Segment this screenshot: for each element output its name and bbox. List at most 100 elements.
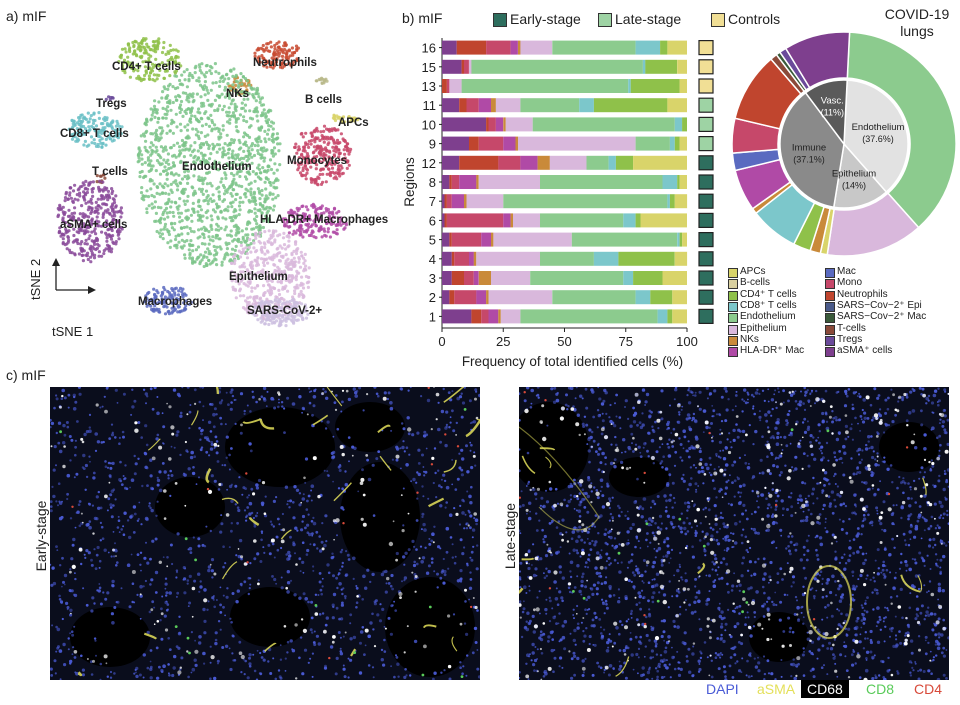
bar-segment (520, 309, 658, 324)
bar-segment (540, 175, 663, 189)
bar-segment (442, 232, 450, 247)
group-indicator (698, 289, 714, 305)
bar-segment (513, 213, 540, 228)
channel-dapi: DAPI (706, 681, 739, 697)
tsne-axes (52, 258, 96, 294)
cell-legend-label: Neutrophils (837, 288, 888, 300)
donut-inner-label: Vasc. (821, 96, 844, 107)
bar-segment (586, 155, 609, 170)
bar-segment (486, 290, 489, 305)
bar-segment (503, 117, 506, 132)
tsne-label: Endothelium (182, 161, 252, 173)
bar-segment (679, 136, 687, 151)
bar-segment (469, 136, 479, 151)
bar-segment (615, 155, 634, 170)
bar-segment (667, 194, 670, 209)
tsne-label: Tregs (96, 98, 127, 110)
tsne-label: CD8+ T cells (60, 128, 129, 140)
bar-segment (451, 175, 460, 189)
cell-legend-label: HLA-DR⁺ Mac (740, 345, 805, 357)
late-stage-mif-image (519, 387, 949, 680)
bar-segment (520, 40, 553, 55)
bar-segment (495, 117, 504, 132)
cell-legend-label: NKs (740, 333, 759, 345)
bar-segment (679, 175, 687, 189)
tsne-cluster-asma-cells (56, 179, 124, 264)
bar-segment (442, 117, 487, 132)
bar-segment (469, 251, 474, 266)
tsne-label: T cells (92, 166, 128, 178)
bar-segment (442, 155, 460, 170)
row-label: 7 (429, 194, 436, 209)
cell-legend-swatch (825, 301, 835, 312)
tsne-cluster-cd4-t-cells (117, 37, 183, 83)
bar-segment (498, 309, 501, 324)
bar-segment (657, 309, 668, 324)
group-indicator (698, 193, 714, 209)
legend-swatch-controls (711, 13, 725, 27)
bar-segment (635, 136, 670, 151)
row-label: 5 (429, 233, 436, 248)
bar-segment (669, 136, 675, 151)
bar-segment (510, 40, 518, 55)
bar-segment (679, 232, 683, 247)
bar-segment (669, 194, 675, 209)
tsne-plot: CD4+ T cells Neutrophils NKs B cells Tregs AP… (28, 37, 388, 339)
row-label: 11 (423, 98, 437, 113)
channel-cd4: CD4 (914, 681, 943, 697)
tsne-x-axis-label: tSNE 1 (52, 324, 93, 339)
bar-segment (635, 40, 661, 55)
x-tick-label: 0 (438, 334, 445, 349)
tsne-cluster-apcs (331, 113, 360, 125)
bar-segment (503, 213, 511, 228)
bar-segment (540, 251, 594, 266)
legend-label-early-stage: Early-stage (510, 11, 581, 27)
bar-segment (461, 79, 629, 93)
bar-segment (466, 194, 504, 209)
donut-inner-slice (804, 79, 848, 147)
tsne-cluster-b-cells (314, 76, 329, 85)
bar-segment (449, 175, 452, 189)
bar-segment (633, 271, 663, 285)
x-tick-label: 25 (496, 334, 510, 349)
row-label: 13 (422, 79, 436, 94)
tsne-cluster-endothelium (136, 62, 282, 269)
bar-segment (520, 155, 538, 170)
bar-segment (674, 194, 688, 209)
bar-segment (635, 213, 641, 228)
row-label: 3 (429, 271, 436, 286)
row-label: 12 (422, 156, 436, 171)
tsne-label: Macrophages (138, 296, 212, 308)
legend-swatch-late-stage (598, 13, 612, 27)
bar-segment (571, 232, 678, 247)
cell-legend-label: SARS−Cov−2⁺ Epi (837, 299, 922, 311)
bar-segment (442, 213, 445, 228)
bar-segment (446, 79, 450, 93)
bar-segment (476, 290, 487, 305)
bar-segment (442, 290, 450, 305)
legend-swatch-early-stage (493, 13, 507, 27)
bar-segment (593, 98, 668, 113)
bar-segment (442, 40, 457, 55)
bar-segment (618, 251, 675, 266)
bar-segment (476, 175, 479, 189)
x-tick-label: 75 (619, 334, 633, 349)
bar-segment (674, 117, 683, 132)
bar-segment (444, 194, 447, 209)
bar-segment (478, 136, 504, 151)
bar-segment (537, 155, 550, 170)
group-indicator (698, 59, 714, 75)
donut-inner-slice (779, 91, 845, 209)
row-label: 2 (429, 290, 436, 305)
late-stage-image-label: Late-stage (502, 502, 518, 570)
bar-segment (449, 290, 455, 305)
x-tick-label: 50 (557, 334, 571, 349)
bar-segment (491, 232, 494, 247)
cell-legend-swatch (728, 301, 738, 312)
bar-segment (454, 251, 469, 266)
bar-segment (503, 194, 668, 209)
bar-segment (493, 232, 572, 247)
cell-legend-label: Mac (837, 266, 856, 277)
bar-segment (552, 40, 636, 55)
donut-inner-pct: (37.6%) (862, 134, 894, 144)
